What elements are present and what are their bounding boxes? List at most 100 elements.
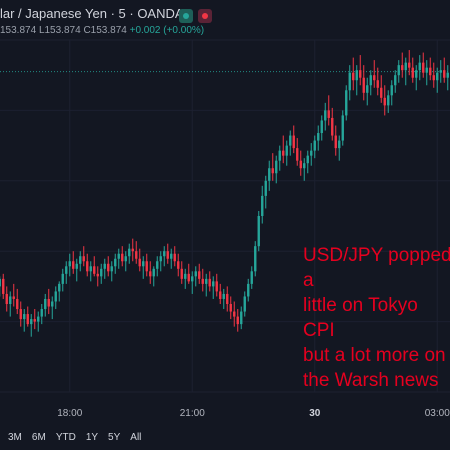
candle-body: [51, 301, 54, 307]
candle: [271, 153, 274, 181]
range-button-all[interactable]: All: [130, 432, 142, 443]
candle-body: [30, 319, 33, 325]
candle: [278, 145, 281, 171]
candle: [51, 296, 54, 320]
candle-body: [100, 268, 103, 277]
x-tick-label: 30: [309, 408, 321, 419]
candle-body: [96, 273, 99, 277]
candle: [212, 276, 215, 299]
candle-body: [338, 140, 341, 149]
candle-body: [194, 271, 197, 277]
candle: [289, 130, 292, 156]
candle: [166, 243, 169, 264]
candle: [341, 110, 344, 146]
candle: [33, 309, 36, 330]
candle-body: [292, 135, 295, 149]
candle-body: [327, 110, 330, 118]
candle-body: [131, 248, 134, 252]
x-tick-label: 03:00: [424, 408, 450, 419]
candle: [390, 80, 393, 106]
candle: [121, 246, 124, 267]
candle-body: [422, 62, 425, 73]
candle: [359, 55, 362, 86]
candle: [72, 251, 75, 274]
candle: [135, 241, 138, 264]
candle-body: [37, 316, 40, 322]
candle-body: [44, 298, 47, 310]
candle-body: [156, 261, 159, 269]
candle: [376, 67, 379, 96]
candle-body: [16, 298, 19, 310]
alert-status-icon[interactable]: [198, 9, 212, 23]
candle-body: [222, 293, 225, 299]
low-label: L: [38, 25, 45, 36]
candle: [124, 251, 127, 272]
candle: [422, 52, 425, 78]
candle-body: [79, 256, 82, 264]
candle-body: [320, 120, 323, 134]
candle-body: [278, 150, 281, 161]
close-value: 153.874: [90, 25, 127, 36]
candle: [93, 256, 96, 277]
candle-body: [275, 160, 278, 174]
candle: [114, 253, 117, 274]
candle-body: [2, 278, 5, 294]
candle-body: [282, 150, 285, 156]
candle-body: [61, 273, 64, 284]
candle: [68, 253, 71, 277]
candle: [23, 309, 26, 332]
range-button-ytd[interactable]: YTD: [55, 432, 76, 443]
candle: [324, 102, 327, 131]
candle: [401, 52, 404, 78]
candle: [198, 263, 201, 284]
candle-body: [12, 296, 15, 299]
candle-body: [355, 70, 358, 81]
candle-body: [341, 115, 344, 141]
candle-body: [177, 261, 180, 269]
candle: [436, 67, 439, 93]
symbol-title[interactable]: lar / Japanese Yen · 5 · OANDA: [0, 6, 184, 21]
candle-body: [89, 266, 92, 272]
range-button-3m[interactable]: 3M: [8, 432, 22, 443]
candle-body: [47, 298, 50, 307]
candle: [117, 248, 120, 269]
change-value: +0.002 (+0.00%): [129, 25, 205, 36]
candle-body: [317, 133, 320, 141]
candle: [30, 314, 33, 337]
candle: [54, 286, 57, 310]
candle: [142, 256, 145, 279]
candle: [397, 60, 400, 83]
candle-body: [0, 278, 1, 287]
candle: [275, 155, 278, 184]
candle: [26, 306, 29, 327]
candle-body: [285, 145, 288, 156]
candle-body: [93, 266, 96, 274]
candle: [285, 140, 288, 166]
candle-body: [306, 155, 309, 164]
candle: [261, 185, 264, 224]
range-button-1y[interactable]: 1Y: [85, 432, 99, 443]
candle: [156, 256, 159, 277]
candle: [145, 253, 148, 277]
candle-body: [373, 75, 376, 81]
range-button-6m[interactable]: 6M: [31, 432, 46, 443]
candle: [128, 243, 131, 264]
candle: [12, 283, 15, 307]
candle-body: [54, 291, 57, 302]
candle-body: [446, 72, 449, 78]
candle: [240, 306, 243, 330]
candle: [411, 57, 414, 83]
candle-body: [250, 271, 253, 284]
candle-body: [145, 261, 148, 272]
candle: [296, 138, 299, 166]
candle: [208, 271, 211, 292]
candle: [100, 263, 103, 284]
range-button-5y[interactable]: 5Y: [108, 432, 121, 443]
candle-body: [348, 72, 351, 91]
candle-body: [359, 70, 362, 78]
candle-body: [425, 67, 428, 73]
x-tick-label: 21:00: [179, 408, 205, 419]
candle-body: [264, 180, 267, 196]
candle-body: [215, 281, 218, 292]
